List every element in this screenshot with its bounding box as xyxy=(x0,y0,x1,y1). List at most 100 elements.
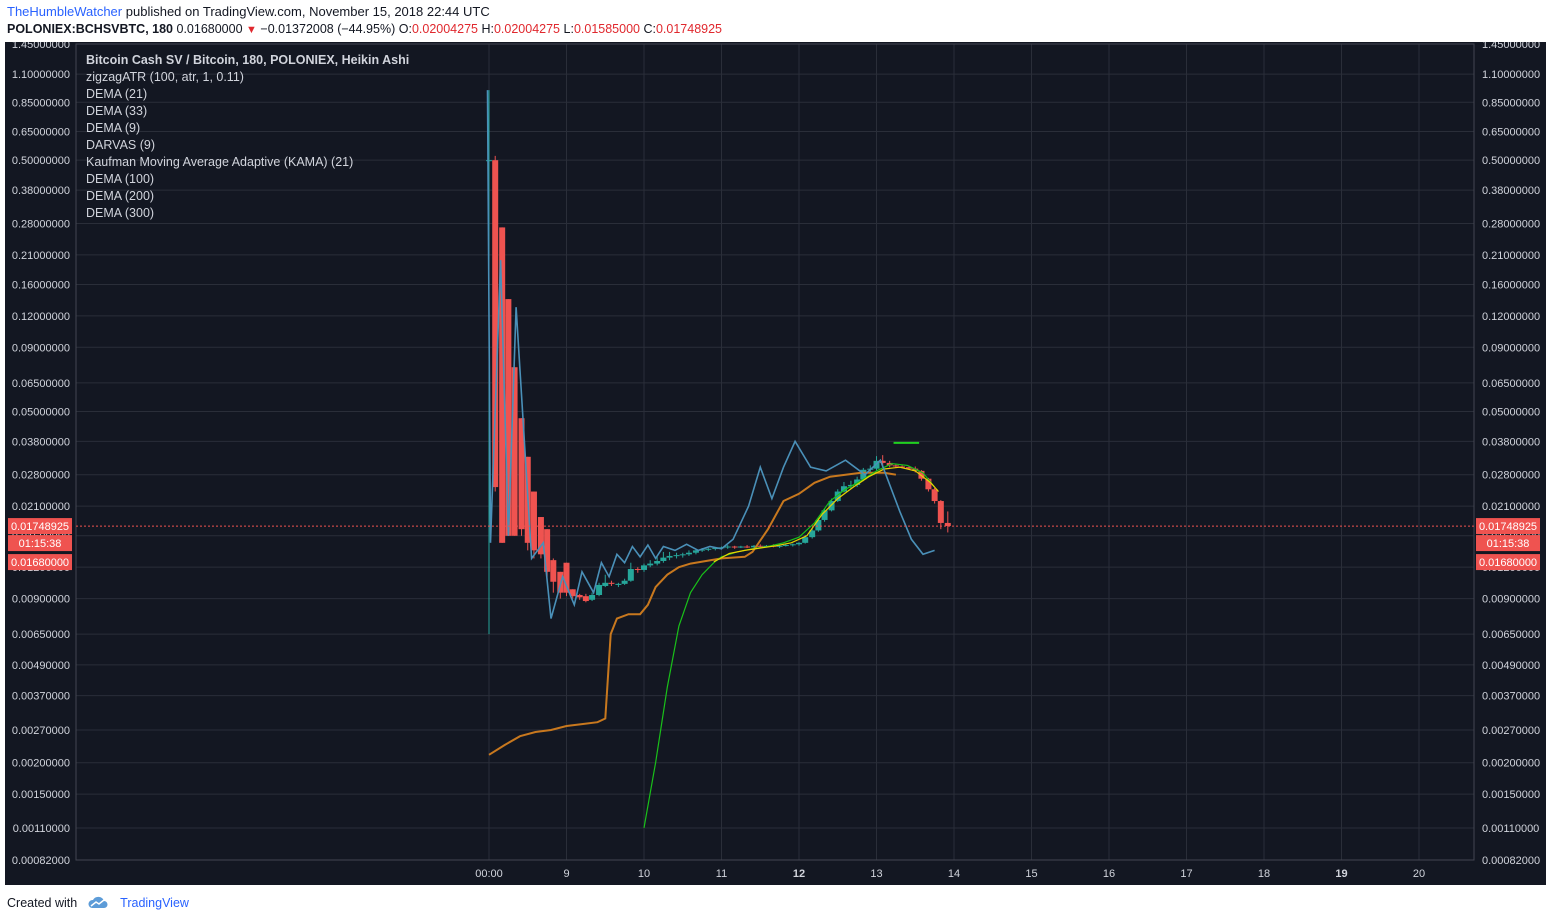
candle-body xyxy=(550,560,557,582)
legend-title: Bitcoin Cash SV / Bitcoin, 180, POLONIEX… xyxy=(86,53,410,67)
candle-body xyxy=(918,470,925,479)
candle-body xyxy=(802,537,809,543)
legend-item[interactable]: DEMA (9) xyxy=(86,121,141,135)
x-axis-label: 9 xyxy=(563,868,569,880)
last-price: 0.01680000 xyxy=(176,22,243,36)
candle-body xyxy=(563,562,570,593)
candle-body xyxy=(699,549,706,551)
countdown-label: 01:15:38 xyxy=(19,538,62,550)
candle-body xyxy=(486,160,492,162)
candle-body xyxy=(912,468,919,471)
candle-body xyxy=(621,580,628,584)
chart-background xyxy=(5,42,1546,885)
y-axis-label-right: 0.16000000 xyxy=(1482,280,1540,292)
price-chart[interactable]: 1.45000000 1.45000000 1.10000000 1.10000000… xyxy=(0,42,1551,888)
legend-item[interactable]: DEMA (200) xyxy=(86,189,155,203)
candle-body xyxy=(731,546,738,548)
candle-body xyxy=(944,522,951,527)
candle-body xyxy=(899,466,906,468)
candle-body xyxy=(776,545,783,547)
y-axis-label-right: 0.28000000 xyxy=(1482,218,1540,230)
y-axis-label-right: 0.00270000 xyxy=(1482,725,1540,737)
candle-body xyxy=(615,583,622,585)
candle-body xyxy=(685,552,692,555)
chart-area[interactable]: 1.45000000 1.45000000 1.10000000 1.10000000… xyxy=(0,42,1551,888)
y-axis-label-left: 0.12000000 xyxy=(12,311,70,323)
y-axis-label-left: 0.50000000 xyxy=(12,155,70,167)
candle-body xyxy=(705,548,712,550)
x-axis-label: 00:00 xyxy=(475,868,503,880)
close-value: 0.01748925 xyxy=(655,22,723,36)
x-axis-label: 10 xyxy=(638,868,650,880)
candle-body xyxy=(789,544,796,546)
candle-body xyxy=(582,596,589,602)
legend-item[interactable]: DEMA (33) xyxy=(86,104,148,118)
y-axis-label-left: 0.06500000 xyxy=(12,378,70,390)
candle-body xyxy=(641,565,647,570)
legend-item[interactable]: DEMA (21) xyxy=(86,87,148,101)
y-axis-label-right: 0.00082000 xyxy=(1482,855,1540,867)
y-axis-label-left: 0.16000000 xyxy=(12,280,70,292)
y-axis-label-left: 0.00082000 xyxy=(12,855,70,867)
legend-item[interactable]: DEMA (300) xyxy=(86,206,155,220)
author-link[interactable]: TheHumbleWatcher xyxy=(7,4,123,19)
y-axis-label-left: 0.00650000 xyxy=(12,629,70,641)
y-axis-label-right: 0.50000000 xyxy=(1482,155,1540,167)
y-axis-label-left: 1.45000000 xyxy=(12,42,70,51)
y-axis-label-left: 0.05000000 xyxy=(12,406,70,418)
candle-body xyxy=(537,517,544,555)
publish-header: TheHumbleWatcher published on TradingVie… xyxy=(7,4,490,19)
legend-item[interactable]: Kaufman Moving Average Adaptive (KAMA) (… xyxy=(86,155,354,169)
y-axis-label-right: 0.06500000 xyxy=(1482,378,1540,390)
y-axis-label-right: 0.02800000 xyxy=(1482,470,1540,482)
y-axis-label-right: 0.00110000 xyxy=(1482,823,1539,835)
candle-body xyxy=(576,594,583,598)
candle-body xyxy=(724,546,731,548)
x-axis-label: 11 xyxy=(716,868,727,880)
candle-body xyxy=(879,460,886,463)
legend-item[interactable]: DARVAS (9) xyxy=(86,138,156,152)
x-axis-label: 18 xyxy=(1258,868,1270,880)
candle-body xyxy=(602,582,609,586)
candle-body xyxy=(737,546,744,548)
y-axis-label-left: 1.10000000 xyxy=(12,69,70,81)
x-axis-label: 13 xyxy=(870,868,882,880)
y-axis-label-left: 0.21000000 xyxy=(12,250,70,262)
y-axis-label-right: 0.65000000 xyxy=(1482,127,1540,139)
legend-item[interactable]: zigzagATR (100, atr, 1, 0.11) xyxy=(86,70,244,84)
tradingview-link[interactable]: TradingView xyxy=(120,896,189,910)
candle-body xyxy=(666,555,673,558)
x-axis-label: 20 xyxy=(1413,868,1425,880)
dema-line xyxy=(643,462,936,829)
candle-body xyxy=(492,160,499,488)
open-value: 0.02004275 xyxy=(411,22,478,36)
low-price-label-box xyxy=(8,554,72,571)
x-axis-label: 16 xyxy=(1103,868,1115,880)
tradingview-cloud-icon xyxy=(87,896,109,910)
y-axis-label-right: 0.00150000 xyxy=(1482,789,1540,801)
y-axis-label-right: 0.00490000 xyxy=(1482,660,1540,672)
candle-body xyxy=(821,510,828,520)
low-label: L: xyxy=(563,22,574,36)
y-axis-label-right: 0.00900000 xyxy=(1482,594,1540,606)
candle-body xyxy=(925,478,932,490)
y-axis-label-left: 0.65000000 xyxy=(12,127,70,139)
created-with-label: Created with xyxy=(7,896,78,910)
candle-body xyxy=(931,489,938,502)
candle-body xyxy=(660,557,667,561)
candle-body xyxy=(647,563,654,566)
y-axis-label-right: 1.10000000 xyxy=(1482,69,1540,81)
candle-body xyxy=(815,519,822,531)
candle-body xyxy=(589,594,596,600)
legend-item[interactable]: DEMA (100) xyxy=(86,172,155,186)
candle-body xyxy=(511,367,518,536)
y-axis-label-right: 0.00650000 xyxy=(1482,629,1540,641)
high-value: 0.02004275 xyxy=(493,22,561,36)
y-axis-label-left: 0.28000000 xyxy=(12,218,70,230)
low-price-label: 0.01680000 xyxy=(1479,557,1537,569)
symbol-name: POLONIEX:BCHSVBTC, 180 xyxy=(7,22,174,36)
y-axis-label-right: 0.03800000 xyxy=(1482,436,1540,448)
x-axis-label: 15 xyxy=(1025,868,1037,880)
symbol-header: POLONIEX:BCHSVBTC, 180 0.01680000 ▼ −0.0… xyxy=(7,22,722,36)
candle-body xyxy=(654,560,661,564)
